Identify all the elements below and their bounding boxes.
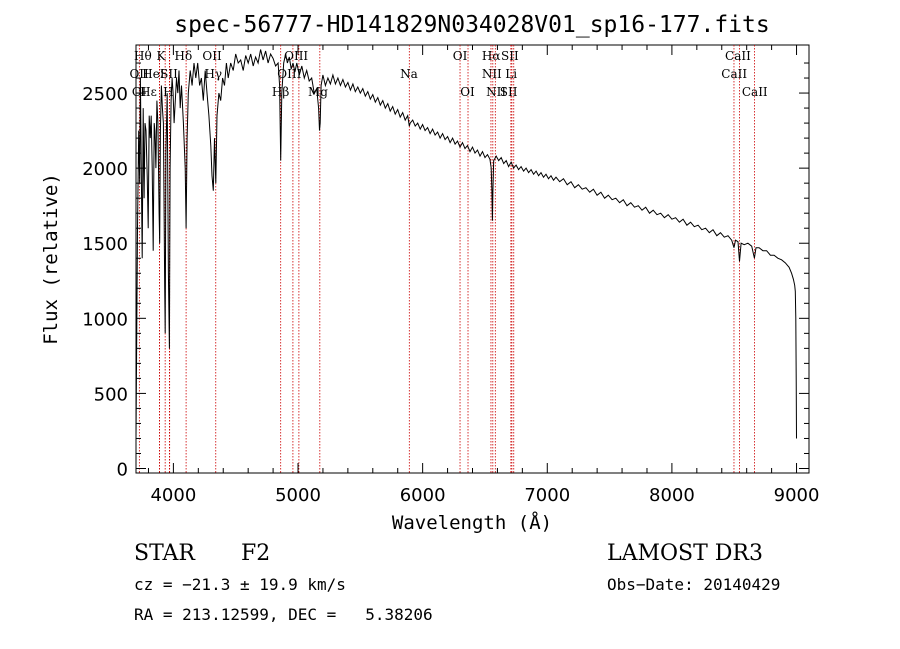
line-label: Hε — [140, 85, 157, 99]
spectrum-line — [135, 49, 797, 439]
line-label: OII — [129, 67, 149, 81]
line-label: OII — [202, 49, 222, 63]
line-label: Hδ — [175, 49, 193, 63]
y-tick-label: 0 — [117, 459, 128, 480]
line-label: OI — [460, 85, 475, 99]
obs-date: Obs−Date: 20140429 — [607, 575, 780, 594]
line-label: Hα — [482, 49, 501, 63]
line-label: Li — [505, 67, 517, 81]
line-label: SII — [501, 49, 519, 63]
line-label: HeI — [142, 67, 165, 81]
line-label: OI — [132, 85, 147, 99]
survey-name: LAMOST DR3 — [607, 541, 763, 566]
line-label: Hβ — [272, 85, 289, 99]
line-label: H — [163, 85, 173, 99]
y-axis-label: Flux (relative) — [40, 173, 62, 345]
line-label: Hγ — [204, 67, 222, 81]
x-tick-label: 4000 — [150, 485, 196, 506]
x-tick-label: 7000 — [524, 485, 570, 506]
y-tick-label: 2500 — [82, 84, 128, 105]
y-tick-label: 2000 — [82, 159, 128, 180]
reference-lines — [138, 45, 755, 473]
x-tick-label: 6000 — [400, 485, 446, 506]
chart-title: spec-56777-HD141829N034028V01_sp16-177.f… — [174, 12, 769, 38]
object-class: STAR — [134, 541, 196, 566]
redshift-cz: cz = −21.3 ± 19.9 km/s — [134, 575, 346, 594]
y-tick-label: 1500 — [82, 234, 128, 255]
line-label: Mg — [308, 85, 328, 99]
x-tick-label: 5000 — [275, 485, 321, 506]
line-label: K — [156, 49, 166, 63]
axis-tick-labels: 4000 5000 6000 7000 8000 9000 0 500 1000 1500 2000… — [82, 84, 819, 506]
y-tick-label: 1000 — [82, 309, 128, 330]
line-label: NII — [486, 85, 506, 99]
line-label: Na — [400, 67, 418, 81]
object-subclass: F2 — [241, 541, 270, 566]
y-tick-label: 500 — [94, 384, 128, 405]
line-label: Hθ — [134, 49, 152, 63]
x-axis-label: Wavelength (Å) — [392, 511, 552, 534]
plot-frame — [135, 44, 810, 474]
line-label: SII — [160, 67, 178, 81]
line-label: NII — [482, 67, 502, 81]
x-tick-label: 8000 — [649, 485, 695, 506]
line-label: CaII — [721, 67, 747, 81]
line-label: SII — [500, 85, 518, 99]
line-label: OI — [453, 49, 468, 63]
line-label: CaII — [742, 85, 768, 99]
x-tick-label: 9000 — [774, 485, 820, 506]
axis-ticks — [136, 45, 809, 473]
line-label: CaII — [725, 49, 751, 63]
ra-dec: RA = 213.12599, DEC = 5.38206 — [134, 605, 433, 624]
